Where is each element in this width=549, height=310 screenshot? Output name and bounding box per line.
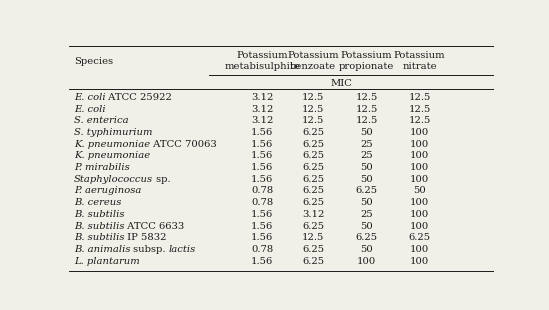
Text: 50: 50 xyxy=(360,163,373,172)
Text: L. plantarum: L. plantarum xyxy=(74,257,139,266)
Text: Potassium
benzoate: Potassium benzoate xyxy=(288,51,339,71)
Text: ATCC 25922: ATCC 25922 xyxy=(105,93,172,102)
Text: 1.56: 1.56 xyxy=(251,233,273,242)
Text: 50: 50 xyxy=(360,175,373,184)
Text: 1.56: 1.56 xyxy=(251,128,273,137)
Text: E. coli: E. coli xyxy=(74,93,105,102)
Text: 12.5: 12.5 xyxy=(302,116,324,125)
Text: Potassium
metabisulphite: Potassium metabisulphite xyxy=(225,51,300,71)
Text: 3.12: 3.12 xyxy=(251,104,273,113)
Text: 50: 50 xyxy=(360,128,373,137)
Text: K. pneumoniae: K. pneumoniae xyxy=(74,151,150,160)
Text: 3.12: 3.12 xyxy=(251,93,273,102)
Text: 1.56: 1.56 xyxy=(251,222,273,231)
Text: P. mirabilis: P. mirabilis xyxy=(74,163,130,172)
Text: 25: 25 xyxy=(360,151,373,160)
Text: 12.5: 12.5 xyxy=(302,93,324,102)
Text: 1.56: 1.56 xyxy=(251,163,273,172)
Text: 100: 100 xyxy=(410,140,429,148)
Text: 6.25: 6.25 xyxy=(302,175,324,184)
Text: 100: 100 xyxy=(410,257,429,266)
Text: 100: 100 xyxy=(410,151,429,160)
Text: B. subtilis: B. subtilis xyxy=(74,233,124,242)
Text: 6.25: 6.25 xyxy=(302,222,324,231)
Text: 100: 100 xyxy=(410,210,429,219)
Text: 3.12: 3.12 xyxy=(251,116,273,125)
Text: 6.25: 6.25 xyxy=(355,186,378,195)
Text: P. aeruginosa: P. aeruginosa xyxy=(74,186,141,195)
Text: 3.12: 3.12 xyxy=(302,210,324,219)
Text: 1.56: 1.56 xyxy=(251,210,273,219)
Text: 50: 50 xyxy=(360,222,373,231)
Text: 0.78: 0.78 xyxy=(251,245,273,254)
Text: 12.5: 12.5 xyxy=(355,116,378,125)
Text: 25: 25 xyxy=(360,210,373,219)
Text: 6.25: 6.25 xyxy=(302,128,324,137)
Text: 1.56: 1.56 xyxy=(251,140,273,148)
Text: K. pneumoniae: K. pneumoniae xyxy=(74,140,150,148)
Text: subsp.: subsp. xyxy=(130,245,169,254)
Text: 1.56: 1.56 xyxy=(251,151,273,160)
Text: 6.25: 6.25 xyxy=(302,140,324,148)
Text: E. coli: E. coli xyxy=(74,104,105,113)
Text: 6.25: 6.25 xyxy=(408,233,431,242)
Text: Species: Species xyxy=(74,56,113,66)
Text: 50: 50 xyxy=(360,245,373,254)
Text: 1.56: 1.56 xyxy=(251,175,273,184)
Text: lactis: lactis xyxy=(169,245,196,254)
Text: 12.5: 12.5 xyxy=(302,104,324,113)
Text: 100: 100 xyxy=(410,245,429,254)
Text: 100: 100 xyxy=(410,222,429,231)
Text: 100: 100 xyxy=(410,163,429,172)
Text: MIC: MIC xyxy=(330,78,352,87)
Text: 100: 100 xyxy=(357,257,376,266)
Text: 6.25: 6.25 xyxy=(302,151,324,160)
Text: S. enterica: S. enterica xyxy=(74,116,128,125)
Text: 6.25: 6.25 xyxy=(302,257,324,266)
Text: 100: 100 xyxy=(410,128,429,137)
Text: 12.5: 12.5 xyxy=(302,233,324,242)
Text: 12.5: 12.5 xyxy=(408,104,431,113)
Text: Potassium
nitrate: Potassium nitrate xyxy=(394,51,445,71)
Text: Potassium
propionate: Potassium propionate xyxy=(339,51,394,71)
Text: 1.56: 1.56 xyxy=(251,257,273,266)
Text: 25: 25 xyxy=(360,140,373,148)
Text: sp.: sp. xyxy=(153,175,171,184)
Text: 50: 50 xyxy=(413,186,426,195)
Text: ATCC 70063: ATCC 70063 xyxy=(150,140,217,148)
Text: B. subtilis: B. subtilis xyxy=(74,210,124,219)
Text: 12.5: 12.5 xyxy=(408,116,431,125)
Text: IP 5832: IP 5832 xyxy=(124,233,167,242)
Text: S. typhimurium: S. typhimurium xyxy=(74,128,152,137)
Text: 0.78: 0.78 xyxy=(251,186,273,195)
Text: B. cereus: B. cereus xyxy=(74,198,121,207)
Text: 6.25: 6.25 xyxy=(302,163,324,172)
Text: 6.25: 6.25 xyxy=(302,186,324,195)
Text: 12.5: 12.5 xyxy=(408,93,431,102)
Text: 0.78: 0.78 xyxy=(251,198,273,207)
Text: B. subtilis: B. subtilis xyxy=(74,222,124,231)
Text: 6.25: 6.25 xyxy=(355,233,378,242)
Text: Staphylococcus: Staphylococcus xyxy=(74,175,153,184)
Text: 100: 100 xyxy=(410,175,429,184)
Text: 12.5: 12.5 xyxy=(355,104,378,113)
Text: 50: 50 xyxy=(360,198,373,207)
Text: ATCC 6633: ATCC 6633 xyxy=(124,222,184,231)
Text: B. animalis: B. animalis xyxy=(74,245,130,254)
Text: 100: 100 xyxy=(410,198,429,207)
Text: 12.5: 12.5 xyxy=(355,93,378,102)
Text: 6.25: 6.25 xyxy=(302,245,324,254)
Text: 6.25: 6.25 xyxy=(302,198,324,207)
